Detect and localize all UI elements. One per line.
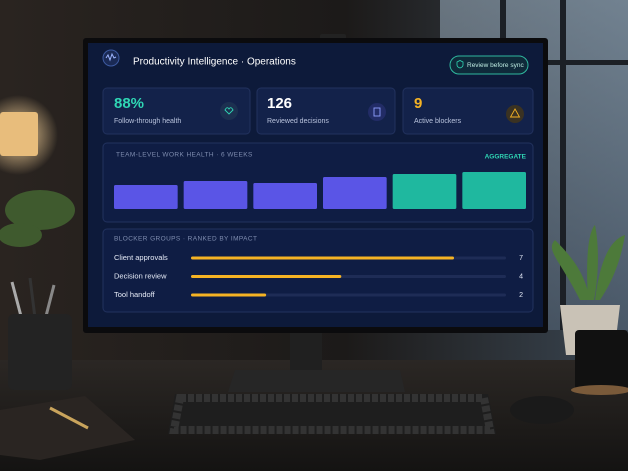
value-label: 2 (519, 292, 523, 299)
kpi-card (402, 87, 534, 135)
value-label: 7 (519, 255, 523, 262)
notebook (0, 396, 135, 460)
monitor-stand (228, 330, 405, 392)
kpi-value: 9 (414, 95, 422, 112)
review-button-label[interactable]: Review before sync (467, 62, 524, 69)
chart-title: BLOCKER GROUPS · RANKED BY IMPACT (114, 236, 257, 243)
kpi-label: Active blockers (414, 118, 462, 125)
bar (114, 185, 178, 209)
bar (191, 275, 342, 278)
row-label: Client approvals (114, 253, 168, 262)
row-label: Decision review (114, 271, 167, 280)
plant-left (0, 190, 75, 247)
bar (191, 256, 455, 260)
app-header: Productivity Intelligence · Operations R… (102, 49, 529, 75)
lamp (0, 112, 38, 156)
pen-holder (8, 277, 72, 390)
row-label: Tool handoff (114, 290, 156, 299)
mug (571, 330, 628, 395)
blocker-panel (102, 228, 534, 313)
bar (462, 172, 526, 209)
review-button[interactable] (449, 55, 529, 75)
kpi-label: Reviewed decisions (267, 118, 329, 125)
bar (392, 174, 457, 209)
bar (323, 177, 387, 209)
bar (191, 293, 267, 297)
bar (183, 181, 248, 209)
kpi-card (256, 87, 396, 135)
chart-badge: AGGREGATE (485, 154, 527, 161)
chart-title: TEAM-LEVEL WORK HEALTH · 6 WEEKS (116, 152, 253, 159)
kpi-label: Follow-through health (114, 118, 181, 125)
bar (253, 183, 317, 209)
kpi-cards (102, 87, 534, 135)
app-title: Productivity Intelligence · Operations (133, 57, 296, 68)
value-label: 4 (519, 273, 523, 280)
kpi-value: 88% (114, 95, 144, 112)
kpi-card (102, 87, 251, 135)
bar-track (191, 293, 506, 297)
kpi-value: 126 (267, 95, 292, 112)
keyboard (168, 394, 496, 434)
mouse (510, 396, 574, 424)
